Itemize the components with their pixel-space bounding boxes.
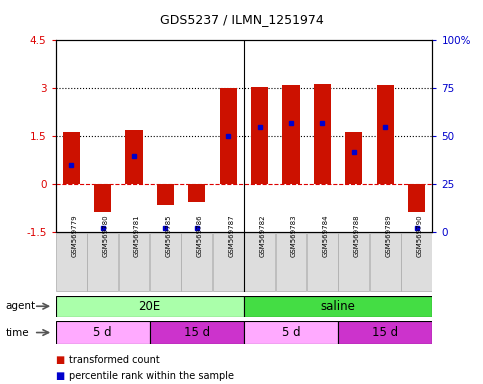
Text: agent: agent [6, 301, 36, 311]
Bar [157, 184, 174, 205]
Text: percentile rank within the sample: percentile rank within the sample [69, 371, 234, 381]
Bar [188, 184, 205, 202]
Text: GSM569780: GSM569780 [103, 214, 109, 257]
FancyBboxPatch shape [338, 321, 432, 344]
Bar [126, 130, 142, 184]
FancyBboxPatch shape [401, 233, 432, 291]
Text: ■: ■ [56, 355, 65, 365]
FancyBboxPatch shape [244, 296, 432, 317]
Text: GSM569779: GSM569779 [71, 214, 77, 257]
Text: GSM569790: GSM569790 [416, 214, 423, 257]
Text: GSM569788: GSM569788 [354, 214, 360, 257]
Text: GSM569782: GSM569782 [260, 214, 266, 257]
Bar [408, 184, 425, 212]
Bar [94, 184, 111, 212]
FancyBboxPatch shape [182, 233, 212, 291]
Bar [251, 87, 268, 184]
Text: GSM569786: GSM569786 [197, 214, 203, 257]
FancyBboxPatch shape [213, 233, 243, 291]
FancyBboxPatch shape [56, 321, 150, 344]
Text: 20E: 20E [139, 300, 161, 313]
Text: transformed count: transformed count [69, 355, 159, 365]
Bar [220, 88, 237, 184]
Bar [63, 131, 80, 184]
Text: GSM569781: GSM569781 [134, 214, 140, 257]
Text: 5 d: 5 d [282, 326, 300, 339]
FancyBboxPatch shape [150, 233, 181, 291]
Bar [283, 85, 299, 184]
Text: 5 d: 5 d [93, 326, 112, 339]
Text: GSM569785: GSM569785 [165, 214, 171, 257]
Bar [377, 85, 394, 184]
FancyBboxPatch shape [87, 233, 118, 291]
FancyBboxPatch shape [276, 233, 306, 291]
Text: 15 d: 15 d [372, 326, 398, 339]
Text: GSM569787: GSM569787 [228, 214, 234, 257]
FancyBboxPatch shape [370, 233, 400, 291]
Bar [314, 84, 331, 184]
FancyBboxPatch shape [307, 233, 338, 291]
Text: saline: saline [321, 300, 355, 313]
Text: 15 d: 15 d [184, 326, 210, 339]
FancyBboxPatch shape [244, 321, 338, 344]
FancyBboxPatch shape [56, 296, 244, 317]
Text: ■: ■ [56, 371, 65, 381]
FancyBboxPatch shape [150, 321, 244, 344]
Text: GSM569789: GSM569789 [385, 214, 391, 257]
FancyBboxPatch shape [56, 233, 86, 291]
FancyBboxPatch shape [339, 233, 369, 291]
Text: GDS5237 / ILMN_1251974: GDS5237 / ILMN_1251974 [159, 13, 324, 26]
Text: time: time [6, 328, 29, 338]
Bar [345, 131, 362, 184]
Text: GSM569784: GSM569784 [323, 214, 328, 257]
FancyBboxPatch shape [244, 233, 275, 291]
Text: GSM569783: GSM569783 [291, 214, 297, 257]
FancyBboxPatch shape [119, 233, 149, 291]
